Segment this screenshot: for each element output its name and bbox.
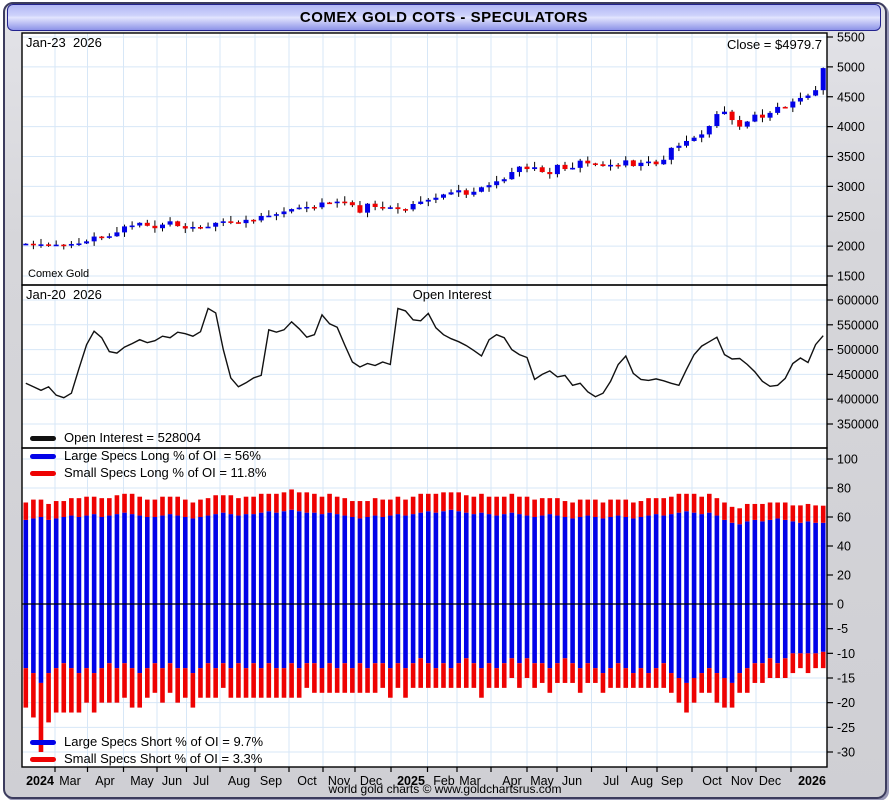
svg-text:-20: -20: [837, 696, 855, 710]
svg-text:450000: 450000: [837, 368, 879, 382]
svg-text:3500: 3500: [837, 150, 865, 164]
title-bar: COMEX GOLD COTS - SPECULATORS: [7, 4, 881, 31]
large-specs-short-swatch-icon: [30, 739, 56, 745]
price-close-label: Close = $4979.7: [726, 37, 822, 52]
small-specs-long-swatch-icon: [30, 470, 56, 476]
svg-text:Oct: Oct: [702, 774, 722, 788]
svg-text:2000: 2000: [837, 240, 865, 254]
svg-text:-5: -5: [837, 622, 848, 636]
svg-text:Feb: Feb: [433, 774, 455, 788]
svg-text:2024: 2024: [26, 774, 54, 788]
oi-date-label: Jan-20 2026: [26, 287, 102, 302]
svg-text:Dec: Dec: [759, 774, 781, 788]
svg-text:May: May: [130, 774, 154, 788]
panel-borders: [21, 32, 828, 768]
svg-text:Sep: Sep: [661, 774, 683, 788]
x-axis-labels: 2024 Mar Apr May Jun Jul Aug Sep Oct Nov Dec 2025 Fe…: [26, 767, 826, 788]
svg-text:Aug: Aug: [228, 774, 250, 788]
svg-text:0: 0: [837, 598, 844, 612]
svg-text:Mar: Mar: [59, 774, 81, 788]
legend-small-specs-long-label: Small Specs Long % of OI = 11.8%: [64, 465, 267, 480]
legend-open-interest: Open Interest = 528004: [30, 431, 201, 445]
svg-text:3000: 3000: [837, 180, 865, 194]
svg-text:600000: 600000: [837, 294, 879, 308]
svg-text:400000: 400000: [837, 393, 879, 407]
svg-text:Apr: Apr: [95, 774, 114, 788]
svg-text:2500: 2500: [837, 210, 865, 224]
svg-text:Aug: Aug: [631, 774, 653, 788]
svg-text:4500: 4500: [837, 90, 865, 104]
svg-text:Sep: Sep: [260, 774, 282, 788]
svg-text:Nov: Nov: [328, 774, 351, 788]
page-title: COMEX GOLD COTS - SPECULATORS: [299, 9, 589, 26]
svg-text:5500: 5500: [837, 31, 865, 45]
svg-text:-15: -15: [837, 671, 855, 685]
svg-text:500000: 500000: [837, 343, 879, 357]
svg-text:1500: 1500: [837, 270, 865, 284]
svg-text:Dec: Dec: [360, 774, 382, 788]
candlestick-series: [23, 67, 826, 250]
svg-text:2026: 2026: [798, 774, 826, 788]
legend-open-interest-label: Open Interest = 528004: [64, 430, 201, 445]
svg-text:Jul: Jul: [193, 774, 209, 788]
svg-text:5000: 5000: [837, 60, 865, 74]
svg-text:-30: -30: [837, 745, 855, 759]
legend-small-specs-long: Small Specs Long % of OI = 11.8%: [30, 466, 266, 480]
svg-text:Jun: Jun: [162, 774, 182, 788]
svg-text:Jul: Jul: [603, 774, 619, 788]
legend-small-specs-short: Small Specs Short % of OI = 3.3%: [30, 752, 262, 766]
svg-text:-25: -25: [837, 721, 855, 735]
svg-text:60: 60: [837, 511, 851, 525]
footer-credit: world gold charts © www.goldchartsrus.co…: [328, 782, 562, 796]
svg-text:2025: 2025: [397, 774, 425, 788]
gridlines: [22, 33, 827, 767]
y-axis-labels: 5500 5000 4500 4000 3500 3000 2500 2000 1500 6000…: [827, 31, 879, 759]
legend-small-specs-short-label: Small Specs Short % of OI = 3.3%: [64, 751, 263, 766]
svg-text:May: May: [530, 774, 554, 788]
legend-large-specs-short-label: Large Specs Short % of OI = 9.7%: [64, 734, 264, 749]
svg-text:-10: -10: [837, 647, 855, 661]
svg-text:100: 100: [837, 453, 858, 467]
svg-text:80: 80: [837, 482, 851, 496]
legend-large-specs-long: Large Specs Long % of OI = 56%: [30, 449, 261, 463]
svg-text:20: 20: [837, 569, 851, 583]
svg-text:Jun: Jun: [562, 774, 582, 788]
svg-text:40: 40: [837, 540, 851, 554]
legend-large-specs-short: Large Specs Short % of OI = 9.7%: [30, 735, 263, 749]
large-specs-long-swatch-icon: [30, 453, 56, 459]
price-date-label: Jan-23 2026: [26, 35, 102, 50]
price-series-label: Comex Gold: [28, 268, 90, 280]
svg-text:4000: 4000: [837, 120, 865, 134]
oi-panel-title: Open Interest: [412, 287, 492, 302]
legend-large-specs-long-label: Large Specs Long % of OI = 56%: [64, 448, 261, 463]
open-interest-line: [25, 307, 824, 399]
svg-text:Apr: Apr: [502, 774, 521, 788]
svg-text:Mar: Mar: [459, 774, 481, 788]
svg-text:Nov: Nov: [731, 774, 754, 788]
svg-text:Oct: Oct: [297, 774, 317, 788]
svg-text:350000: 350000: [837, 418, 879, 432]
small-specs-short-swatch-icon: [30, 756, 56, 762]
svg-text:550000: 550000: [837, 318, 879, 332]
cot-bars-series: [23, 489, 826, 752]
open-interest-swatch-icon: [30, 435, 56, 441]
